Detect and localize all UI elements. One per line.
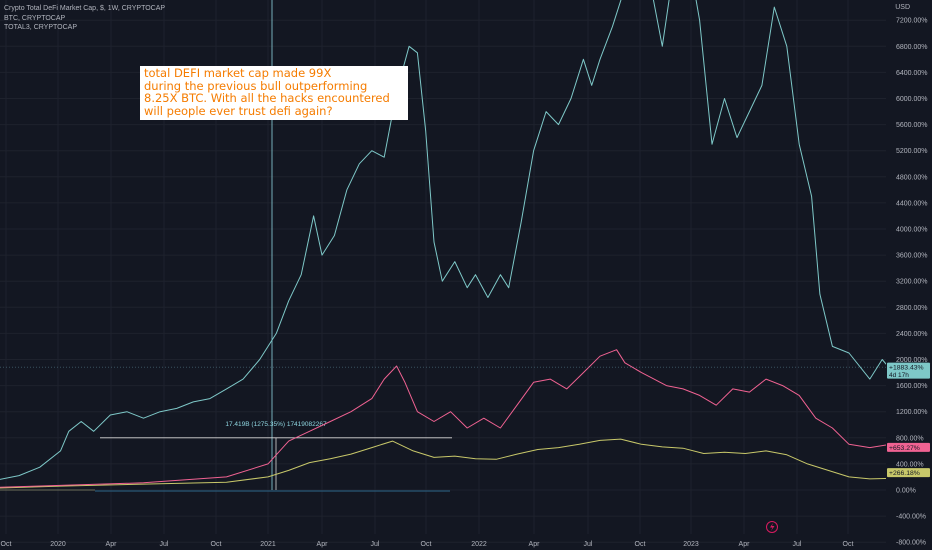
y-tick-label: 6400.00%	[896, 70, 928, 77]
annotation-note[interactable]: total DEFI market cap made 99X during th…	[140, 66, 408, 120]
y-tick-label: 1600.00%	[896, 383, 928, 390]
x-tick-label: Apr	[317, 541, 329, 548]
last-value-text: +653.27%	[889, 445, 920, 452]
measure-label: 17.419B (1275.35%) 17419082267	[225, 421, 327, 428]
y-tick-label: 2800.00%	[896, 305, 928, 312]
measure-tools: 177.131B (9914.58%) 17713107988717.419B …	[95, 0, 452, 492]
currency-label: USD	[895, 4, 910, 11]
y-tick-label: -800.00%	[896, 540, 926, 547]
measure-base	[95, 490, 450, 492]
x-tick-label: Jul	[584, 541, 593, 548]
last-value-text: +1883.43%	[889, 365, 924, 372]
x-tick-label: Apr	[106, 541, 118, 548]
y-tick-label: 5600.00%	[896, 122, 928, 129]
lightning-icon[interactable]	[766, 521, 778, 533]
legend-defi[interactable]: Crypto Total DeFi Market Cap, $, 1W, CRY…	[4, 5, 166, 12]
annotation-line: total DEFI market cap made 99X	[144, 66, 332, 80]
legend-total3[interactable]: TOTAL3, CRYPTOCAP	[4, 24, 78, 31]
series-line-total3	[0, 438, 932, 489]
last-value-badge	[887, 468, 930, 478]
x-tick-label: 2021	[260, 541, 276, 548]
series-line-defi	[0, 0, 932, 480]
x-tick-label: Oct	[211, 541, 222, 548]
y-tick-label: 6000.00%	[896, 96, 928, 103]
y-tick-label: 6800.00%	[896, 44, 928, 51]
x-tick-label: Apr	[529, 541, 541, 548]
x-axis[interactable]: Oct 2020 Apr Jul Oct 2021 Apr Jul Oct 2022 Apr Jul O…	[1, 541, 854, 548]
last-value-badge	[887, 442, 930, 452]
annotation-line: 8.25X BTC. With all the hacks encountere…	[144, 91, 390, 105]
series-line-btc	[0, 349, 932, 488]
last-value-labels: +1883.43%4d 17h +653.27% +266.18%	[887, 362, 930, 478]
y-tick-label: 5200.00%	[896, 148, 928, 155]
last-value-badge	[887, 362, 930, 379]
countdown-text: 4d 17h	[889, 372, 909, 379]
x-tick-label: Oct	[421, 541, 432, 548]
y-tick-label: 4800.00%	[896, 174, 928, 181]
y-tick-label: 0.00%	[896, 488, 916, 495]
y-tick-label: 3200.00%	[896, 279, 928, 286]
y-tick-label: 400.00%	[896, 461, 924, 468]
x-tick-label: 2023	[683, 541, 699, 548]
annotation-line: will people ever trust defi again?	[144, 103, 333, 118]
chart-legend: Crypto Total DeFi Market Cap, $, 1W, CRY…	[4, 4, 165, 33]
x-tick-label: Oct	[843, 541, 854, 548]
x-tick-label: Jul	[793, 541, 802, 548]
annotation-line: during the previous bull outperforming	[144, 78, 368, 93]
x-tick-label: Oct	[1, 541, 12, 548]
x-tick-label: 2020	[50, 541, 66, 548]
y-tick-label: 800.00%	[896, 435, 924, 442]
series-lines	[0, 0, 932, 491]
x-tick-label: 2022	[471, 541, 487, 548]
x-tick-label: Jul	[371, 541, 380, 548]
legend-btc[interactable]: BTC, CRYPTOCAP	[4, 14, 66, 22]
y-tick-label: 2000.00%	[896, 357, 928, 364]
grid	[0, 0, 886, 543]
y-axis-panel	[886, 0, 932, 550]
x-tick-label: Apr	[739, 541, 751, 548]
y-tick-label: 1200.00%	[896, 409, 928, 416]
y-tick-label: 7200.00%	[896, 18, 928, 25]
y-tick-label: 3600.00%	[896, 253, 928, 260]
y-tick-label: 2400.00%	[896, 331, 928, 338]
x-tick-label: Oct	[635, 541, 646, 548]
y-tick-label: -400.00%	[896, 514, 926, 521]
y-tick-label: 4400.00%	[896, 200, 928, 207]
x-tick-label: Jul	[160, 541, 169, 548]
y-tick-label: 4000.00%	[896, 227, 928, 234]
y-axis[interactable]: 8800.00%8400.00%8000.00%7600.00%7200.00%…	[886, 0, 932, 550]
last-value-text: +266.18%	[889, 470, 920, 477]
